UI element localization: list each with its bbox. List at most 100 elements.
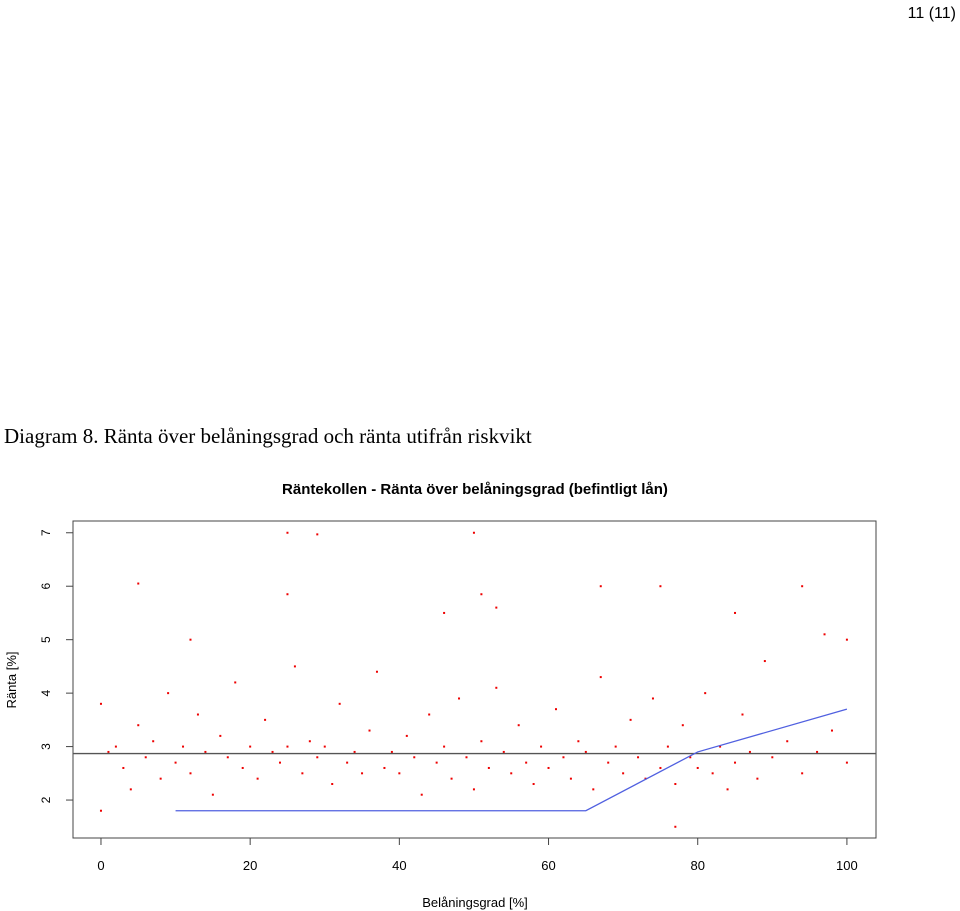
point xyxy=(704,692,707,695)
point xyxy=(375,670,378,673)
point xyxy=(114,745,117,748)
point xyxy=(830,729,833,732)
point xyxy=(771,756,774,759)
y-tick-label: 2 xyxy=(39,796,53,803)
point xyxy=(696,766,699,769)
point xyxy=(495,606,498,609)
point xyxy=(577,740,580,743)
point xyxy=(719,745,722,748)
point xyxy=(331,783,334,786)
point xyxy=(801,585,804,588)
point xyxy=(361,772,364,775)
point xyxy=(734,611,737,614)
point xyxy=(428,713,431,716)
y-tick-label: 3 xyxy=(39,743,53,750)
point xyxy=(137,582,140,585)
point xyxy=(278,761,281,764)
point xyxy=(659,585,662,588)
point xyxy=(510,772,513,775)
point xyxy=(286,745,289,748)
x-axis-label: Belåningsgrad [%] xyxy=(422,895,528,910)
point xyxy=(748,750,751,753)
point xyxy=(554,708,557,711)
point xyxy=(517,724,520,727)
point xyxy=(689,756,692,759)
point xyxy=(659,766,662,769)
page-number: 11 (11) xyxy=(908,5,956,22)
point xyxy=(711,772,714,775)
point xyxy=(338,702,341,705)
point xyxy=(99,809,102,812)
point xyxy=(592,788,595,791)
point xyxy=(458,697,461,700)
point xyxy=(599,585,602,588)
point xyxy=(562,756,565,759)
point xyxy=(182,745,185,748)
point xyxy=(651,697,654,700)
x-tick-label: 0 xyxy=(97,858,104,873)
x-tick-label: 100 xyxy=(836,858,858,873)
y-tick-label: 5 xyxy=(39,636,53,643)
point xyxy=(547,766,550,769)
point xyxy=(607,761,610,764)
point xyxy=(256,777,259,780)
point xyxy=(398,772,401,775)
point xyxy=(443,745,446,748)
x-tick-label: 60 xyxy=(541,858,555,873)
point xyxy=(599,676,602,679)
point xyxy=(472,531,475,534)
point xyxy=(308,740,311,743)
point xyxy=(480,740,483,743)
caption: Diagram 8. Ränta över belåningsgrad och … xyxy=(4,424,532,448)
point xyxy=(569,777,572,780)
point xyxy=(323,745,326,748)
point xyxy=(196,713,199,716)
point xyxy=(286,593,289,596)
point xyxy=(741,713,744,716)
point xyxy=(159,777,162,780)
x-tick-label: 20 xyxy=(243,858,257,873)
point xyxy=(756,777,759,780)
point xyxy=(487,766,490,769)
point xyxy=(301,772,304,775)
point xyxy=(226,756,229,759)
point xyxy=(144,756,147,759)
point xyxy=(495,686,498,689)
point xyxy=(189,638,192,641)
point xyxy=(137,724,140,727)
point xyxy=(413,756,416,759)
point xyxy=(107,750,110,753)
y-tick-label: 7 xyxy=(39,529,53,536)
point xyxy=(726,788,729,791)
y-tick-label: 4 xyxy=(39,689,53,696)
point xyxy=(129,788,132,791)
point xyxy=(99,702,102,705)
point xyxy=(629,718,632,721)
point xyxy=(189,772,192,775)
point xyxy=(152,740,155,743)
point xyxy=(167,692,170,695)
point xyxy=(368,729,371,732)
point xyxy=(502,750,505,753)
point xyxy=(234,681,237,684)
point xyxy=(271,750,274,753)
point xyxy=(845,638,848,641)
point xyxy=(390,750,393,753)
point xyxy=(293,665,296,668)
point xyxy=(472,788,475,791)
point xyxy=(264,718,267,721)
fit-line xyxy=(175,708,848,812)
x-tick-label: 40 xyxy=(392,858,406,873)
point xyxy=(286,531,289,534)
point xyxy=(845,761,848,764)
point xyxy=(540,745,543,748)
point xyxy=(801,772,804,775)
point xyxy=(174,761,177,764)
point xyxy=(249,745,252,748)
point xyxy=(450,777,453,780)
point xyxy=(211,793,214,796)
point xyxy=(435,761,438,764)
point xyxy=(622,772,625,775)
